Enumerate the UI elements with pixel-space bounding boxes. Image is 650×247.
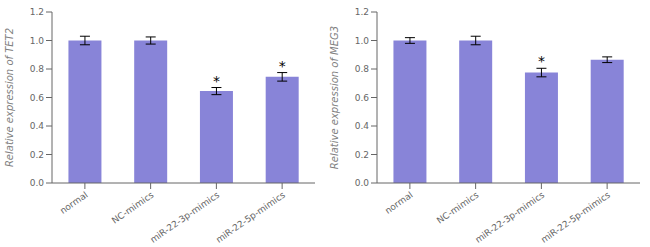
svg-text:0.8: 0.8 xyxy=(355,64,370,74)
svg-text:0.6: 0.6 xyxy=(355,93,370,103)
svg-text:1.2: 1.2 xyxy=(30,7,44,17)
svg-text:0.0: 0.0 xyxy=(355,178,370,188)
svg-text:Relative expression of TET2: Relative expression of TET2 xyxy=(4,28,15,167)
svg-text:NC-mimics: NC-mimics xyxy=(110,190,156,226)
svg-text:miR-22-3p-mimics: miR-22-3p-mimics xyxy=(148,190,221,245)
svg-text:miR-22-5p-mimics: miR-22-5p-mimics xyxy=(214,190,287,245)
svg-text:0.0: 0.0 xyxy=(30,178,45,188)
svg-text:0.4: 0.4 xyxy=(30,121,45,131)
svg-text:*: * xyxy=(213,73,220,89)
svg-text:1.0: 1.0 xyxy=(30,36,45,46)
svg-text:miR-22-5p-mimics: miR-22-5p-mimics xyxy=(539,190,612,245)
svg-text:0.2: 0.2 xyxy=(355,150,369,160)
svg-text:0.8: 0.8 xyxy=(30,64,45,74)
svg-text:*: * xyxy=(538,53,545,69)
svg-text:NC-mimics: NC-mimics xyxy=(435,190,481,226)
svg-text:normal: normal xyxy=(58,190,90,216)
svg-text:*: * xyxy=(279,58,286,74)
svg-text:miR-22-3p-mimics: miR-22-3p-mimics xyxy=(473,190,546,245)
svg-text:Relative expression of MEG3: Relative expression of MEG3 xyxy=(329,26,340,169)
svg-text:1.0: 1.0 xyxy=(355,36,370,46)
svg-text:0.2: 0.2 xyxy=(30,150,44,160)
svg-text:1.2: 1.2 xyxy=(355,7,369,17)
svg-text:0.4: 0.4 xyxy=(355,121,370,131)
svg-text:normal: normal xyxy=(383,190,415,216)
svg-text:0.6: 0.6 xyxy=(30,93,45,103)
